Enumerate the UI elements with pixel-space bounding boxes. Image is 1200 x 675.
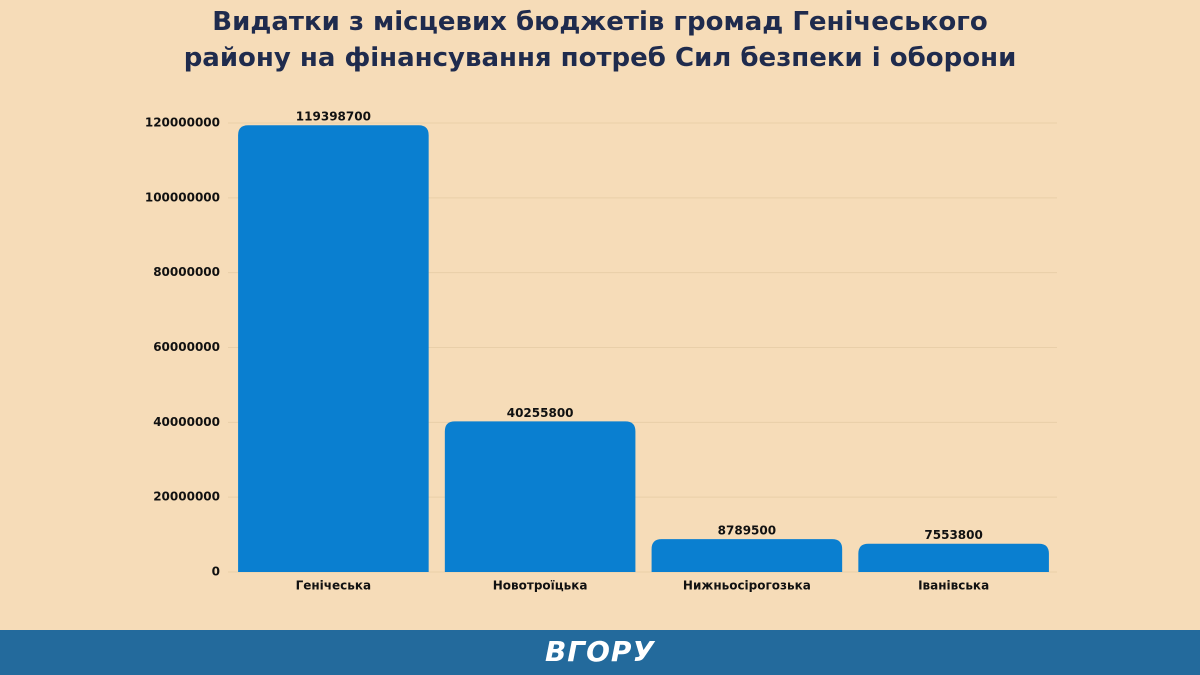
logo: ВГОРУ	[544, 635, 656, 668]
bar	[444, 421, 636, 572]
bar	[858, 543, 1049, 572]
bar	[238, 125, 429, 572]
footer: ВГОРУ	[0, 630, 1200, 675]
chart: 0 20000000 40000000 60000000 80000000 1000000…	[145, 110, 1057, 593]
value-label: 8789500	[718, 524, 776, 538]
y-tick-label: 20000000	[153, 490, 220, 504]
x-tick-label: Новотроїцька	[493, 579, 588, 593]
bar	[651, 539, 843, 572]
chart-title: Видатки з місцевих бюджетів громад Геніч…	[183, 7, 1017, 73]
y-tick-label: 100000000	[145, 190, 220, 204]
value-label: 119398700	[296, 110, 371, 124]
y-tick-label: 80000000	[153, 265, 220, 279]
x-tick-label: Нижньосірогозька	[683, 579, 811, 593]
y-tick-label: 40000000	[153, 415, 220, 429]
x-tick-label: Іванівська	[918, 579, 989, 593]
y-tick-label: 120000000	[145, 116, 220, 130]
value-label: 40255800	[507, 406, 574, 420]
x-tick-label: Генічеська	[296, 579, 372, 593]
y-tick-label: 0	[212, 565, 220, 579]
y-tick-label: 60000000	[153, 340, 220, 354]
value-label: 7553800	[924, 528, 982, 542]
